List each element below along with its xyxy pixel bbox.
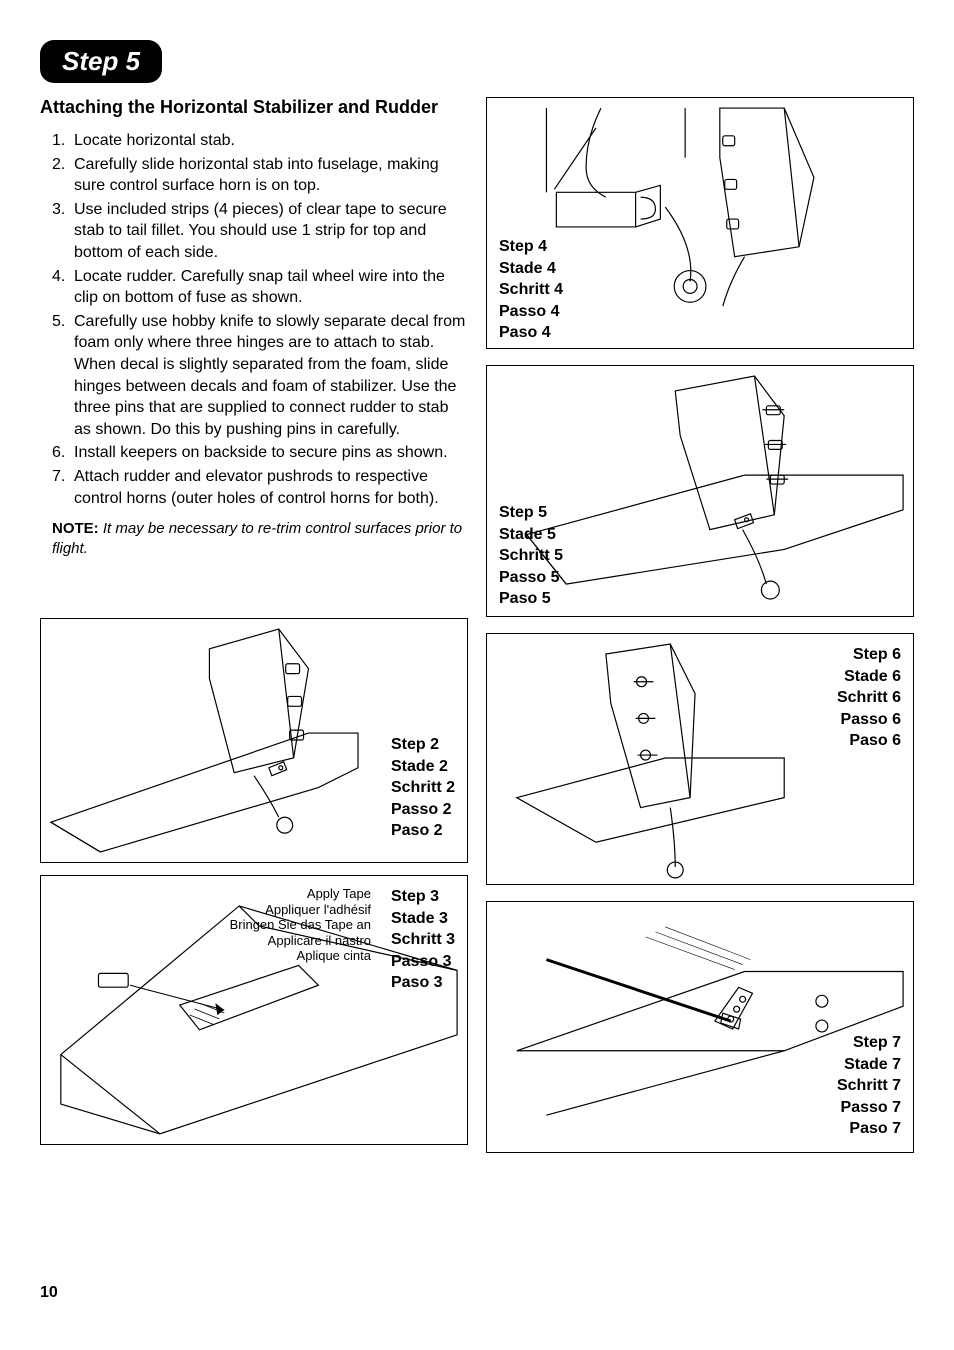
figure-label-line: Schritt 7 <box>837 1075 901 1097</box>
figure-label-line: Step 7 <box>837 1032 901 1054</box>
figure-label-line: Passo 2 <box>391 799 455 821</box>
instruction-text: Install keepers on backside to secure pi… <box>74 442 468 464</box>
figure-label-line: Passo 4 <box>499 301 563 323</box>
instruction-item: 4.Locate rudder. Carefully snap tail whe… <box>52 266 468 309</box>
figure-label-line: Schritt 4 <box>499 279 563 301</box>
figure-label-line: Paso 5 <box>499 588 563 610</box>
instruction-number: 7. <box>52 466 74 509</box>
instruction-text: Carefully use hobby knife to slowly sepa… <box>74 311 468 441</box>
figure-label-line: Paso 2 <box>391 820 455 842</box>
instruction-item: 3.Use included strips (4 pieces) of clea… <box>52 199 468 264</box>
figure-label-line: Passo 5 <box>499 567 563 589</box>
instruction-number: 2. <box>52 154 74 197</box>
section-title: Attaching the Horizontal Stabilizer and … <box>40 97 468 118</box>
instruction-number: 4. <box>52 266 74 309</box>
instruction-item: 1.Locate horizontal stab. <box>52 130 468 152</box>
figure-label: Step 6 Stade 6 Schritt 6 Passo 6 Paso 6 <box>837 644 901 752</box>
figure-step-7: Step 7 Stade 7 Schritt 7 Passo 7 Paso 7 <box>486 901 914 1153</box>
figure-label-line: Schritt 3 <box>391 929 455 951</box>
figure-label-line: Paso 6 <box>837 730 901 752</box>
figure-label-line: Passo 3 <box>391 951 455 973</box>
figure-label-line: Step 5 <box>499 502 563 524</box>
instruction-text: Locate horizontal stab. <box>74 130 468 152</box>
figure-label-line: Paso 3 <box>391 972 455 994</box>
figure-label-line: Step 3 <box>391 886 455 908</box>
note-text: It may be necessary to re-trim control s… <box>52 520 462 557</box>
page-number: 10 <box>40 1284 58 1302</box>
figure-label-line: Paso 4 <box>499 322 563 344</box>
figure-label-line: Schritt 6 <box>837 687 901 709</box>
instruction-text: Attach rudder and elevator pushrods to r… <box>74 466 468 509</box>
figure-label-line: Stade 3 <box>391 908 455 930</box>
figure-label: Step 7 Stade 7 Schritt 7 Passo 7 Paso 7 <box>837 1032 901 1140</box>
tape-label-line: Aplique cinta <box>221 948 371 964</box>
instruction-text: Carefully slide horizontal stab into fus… <box>74 154 468 197</box>
figure-label-line: Stade 7 <box>837 1054 901 1076</box>
instruction-number: 3. <box>52 199 74 264</box>
instruction-text: Locate rudder. Carefully snap tail wheel… <box>74 266 468 309</box>
note: NOTE: It may be necessary to re-trim con… <box>40 519 468 558</box>
figure-label-line: Paso 7 <box>837 1118 901 1140</box>
note-label: NOTE: <box>52 520 99 537</box>
figure-label-line: Step 2 <box>391 734 455 756</box>
figure-label-line: Stade 4 <box>499 258 563 280</box>
instruction-number: 5. <box>52 311 74 441</box>
figure-step-6: Step 6 Stade 6 Schritt 6 Passo 6 Paso 6 <box>486 633 914 885</box>
instruction-text: Use included strips (4 pieces) of clear … <box>74 199 468 264</box>
figure-label-line: Schritt 5 <box>499 545 563 567</box>
figure-label-line: Stade 2 <box>391 756 455 778</box>
figure-label-line: Step 4 <box>499 236 563 258</box>
figure-label: Step 4 Stade 4 Schritt 4 Passo 4 Paso 4 <box>499 236 563 344</box>
instruction-list: 1.Locate horizontal stab. 2.Carefully sl… <box>40 130 468 509</box>
instruction-number: 6. <box>52 442 74 464</box>
instruction-item: 2.Carefully slide horizontal stab into f… <box>52 154 468 197</box>
figure-label: Step 3 Stade 3 Schritt 3 Passo 3 Paso 3 <box>391 886 455 994</box>
instruction-item: 7.Attach rudder and elevator pushrods to… <box>52 466 468 509</box>
instruction-item: 6.Install keepers on backside to secure … <box>52 442 468 464</box>
tape-label: Apply Tape Appliquer l'adhésif Bringen S… <box>221 886 371 964</box>
instruction-number: 1. <box>52 130 74 152</box>
tape-label-line: Bringen Sie das Tape an <box>221 917 371 933</box>
instruction-item: 5.Carefully use hobby knife to slowly se… <box>52 311 468 441</box>
figure-label-line: Stade 5 <box>499 524 563 546</box>
figure-step-5: Step 5 Stade 5 Schritt 5 Passo 5 Paso 5 <box>486 365 914 617</box>
tape-label-line: Apply Tape <box>221 886 371 902</box>
figure-label-line: Step 6 <box>837 644 901 666</box>
figure-label: Step 2 Stade 2 Schritt 2 Passo 2 Paso 2 <box>391 734 455 842</box>
figure-label: Step 5 Stade 5 Schritt 5 Passo 5 Paso 5 <box>499 502 563 610</box>
figure-label-line: Passo 7 <box>837 1097 901 1119</box>
figure-step-2: Step 2 Stade 2 Schritt 2 Passo 2 Paso 2 <box>40 618 468 863</box>
step-badge: Step 5 <box>40 40 162 83</box>
tape-label-line: Appliquer l'adhésif <box>221 902 371 918</box>
figure-step-4: Step 4 Stade 4 Schritt 4 Passo 4 Paso 4 <box>486 97 914 349</box>
figure-label-line: Stade 6 <box>837 666 901 688</box>
figure-label-line: Schritt 2 <box>391 777 455 799</box>
tape-label-line: Applicare il nastro <box>221 933 371 949</box>
figure-label-line: Passo 6 <box>837 709 901 731</box>
figure-step-3: Apply Tape Appliquer l'adhésif Bringen S… <box>40 875 468 1145</box>
